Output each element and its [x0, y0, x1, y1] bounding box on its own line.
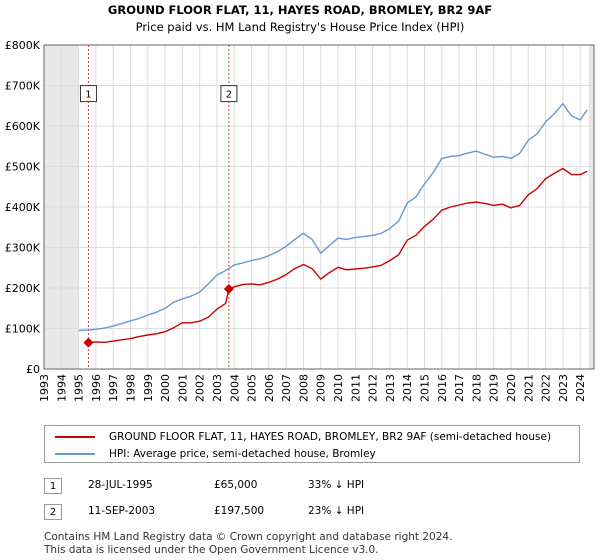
x-tick-label: 2007: [280, 374, 293, 402]
x-tick-label: 1997: [107, 374, 120, 402]
series-line-hpi: [78, 102, 588, 332]
y-tick-label: £400K: [5, 201, 41, 214]
y-tick-label: £200K: [5, 282, 41, 295]
x-tick-label: 2015: [419, 374, 432, 402]
chart-subtitle: Price paid vs. HM Land Registry's House …: [136, 20, 465, 34]
legend-item-hpi: HPI: Average price, semi-detached house,…: [55, 446, 376, 462]
x-tick-label: 1993: [38, 374, 51, 402]
y-tick-label: £500K: [5, 161, 41, 174]
x-tick-label: 1994: [55, 374, 68, 402]
sale-row: 1 28-JUL-1995 £65,000 33% ↓ HPI: [44, 474, 580, 500]
x-tick-label: 1996: [90, 374, 103, 402]
legend-label-property: GROUND FLOOR FLAT, 11, HAYES ROAD, BROML…: [109, 431, 552, 443]
x-tick-label: 1998: [124, 374, 137, 402]
x-tick-label: 2001: [176, 374, 189, 402]
x-tick-label: 2020: [505, 374, 518, 402]
legend-swatch-property: [55, 436, 95, 438]
sale-point: [83, 337, 94, 348]
x-tick-label: 2018: [470, 374, 483, 402]
sale-row: 2 11-SEP-2003 £197,500 23% ↓ HPI: [44, 500, 580, 526]
x-tick-label: 2023: [557, 374, 570, 402]
sale-hpi-diff: 23% ↓ HPI: [308, 505, 365, 517]
x-tick-label: 2016: [436, 374, 449, 402]
sale-annotation-box: [220, 85, 238, 103]
y-tick-label: £700K: [5, 80, 41, 93]
y-tick-label: £800K: [5, 39, 41, 52]
x-tick-label: 2017: [453, 374, 466, 402]
chart-legend: GROUND FLOOR FLAT, 11, HAYES ROAD, BROML…: [44, 425, 580, 463]
sale-annotation-label: 1: [85, 90, 91, 101]
x-tick-label: 2010: [332, 374, 345, 402]
legend-item-property: GROUND FLOOR FLAT, 11, HAYES ROAD, BROML…: [55, 429, 551, 445]
chart-title: GROUND FLOOR FLAT, 11, HAYES ROAD, BROML…: [108, 3, 492, 17]
footer-line-copyright: Contains HM Land Registry data © Crown c…: [44, 531, 453, 543]
x-tick-label: 2021: [522, 374, 535, 402]
x-tick-label: 2014: [401, 374, 414, 402]
sales-table: 1 28-JUL-1995 £65,000 33% ↓ HPI 2 11-SEP…: [44, 474, 580, 526]
x-tick-label: 2008: [297, 374, 310, 402]
legend-label-hpi: HPI: Average price, semi-detached house,…: [109, 448, 376, 460]
sale-number-badge: 1: [44, 478, 62, 494]
x-tick-label: 2019: [488, 374, 501, 402]
x-tick-label: 1995: [73, 374, 86, 402]
x-tick-label: 2002: [194, 374, 207, 402]
price-chart: GROUND FLOOR FLAT, 11, HAYES ROAD, BROML…: [5, 3, 595, 402]
sale-number-badge: 2: [44, 504, 62, 520]
x-tick-label: 2012: [367, 374, 380, 402]
x-tick-label: 2022: [540, 374, 553, 402]
attribution-footer: Contains HM Land Registry data © Crown c…: [44, 531, 452, 557]
sale-annotation-label: 2: [226, 90, 232, 101]
x-tick-label: 2004: [228, 374, 241, 402]
plot-border: [43, 44, 595, 370]
x-tick-label: 2000: [159, 374, 172, 402]
y-tick-label: £100K: [5, 323, 41, 336]
sale-date: 28-JUL-1995: [88, 479, 153, 491]
x-tick-label: 1999: [142, 374, 155, 402]
sale-point: [223, 284, 234, 295]
x-tick-label: 2013: [384, 374, 397, 402]
series-line-property: [88, 167, 588, 344]
x-tick-label: 2005: [246, 374, 259, 402]
y-tick-label: £300K: [5, 242, 41, 255]
y-tick-label: £600K: [5, 120, 41, 133]
x-tick-label: 2006: [263, 374, 276, 402]
sale-price: £65,000: [214, 479, 258, 491]
sale-date: 11-SEP-2003: [88, 505, 156, 517]
x-tick-label: 2009: [315, 374, 328, 402]
sale-annotation-box: [79, 85, 97, 103]
x-tick-label: 2011: [349, 374, 362, 402]
y-tick-label: £0: [26, 363, 40, 376]
sale-price: £197,500: [214, 505, 265, 517]
x-tick-label: 2003: [211, 374, 224, 402]
legend-swatch-hpi: [55, 453, 95, 455]
x-tick-label: 2024: [574, 374, 587, 402]
sale-hpi-diff: 33% ↓ HPI: [308, 479, 365, 491]
footer-line-licence: This data is licensed under the Open Gov…: [44, 544, 379, 556]
